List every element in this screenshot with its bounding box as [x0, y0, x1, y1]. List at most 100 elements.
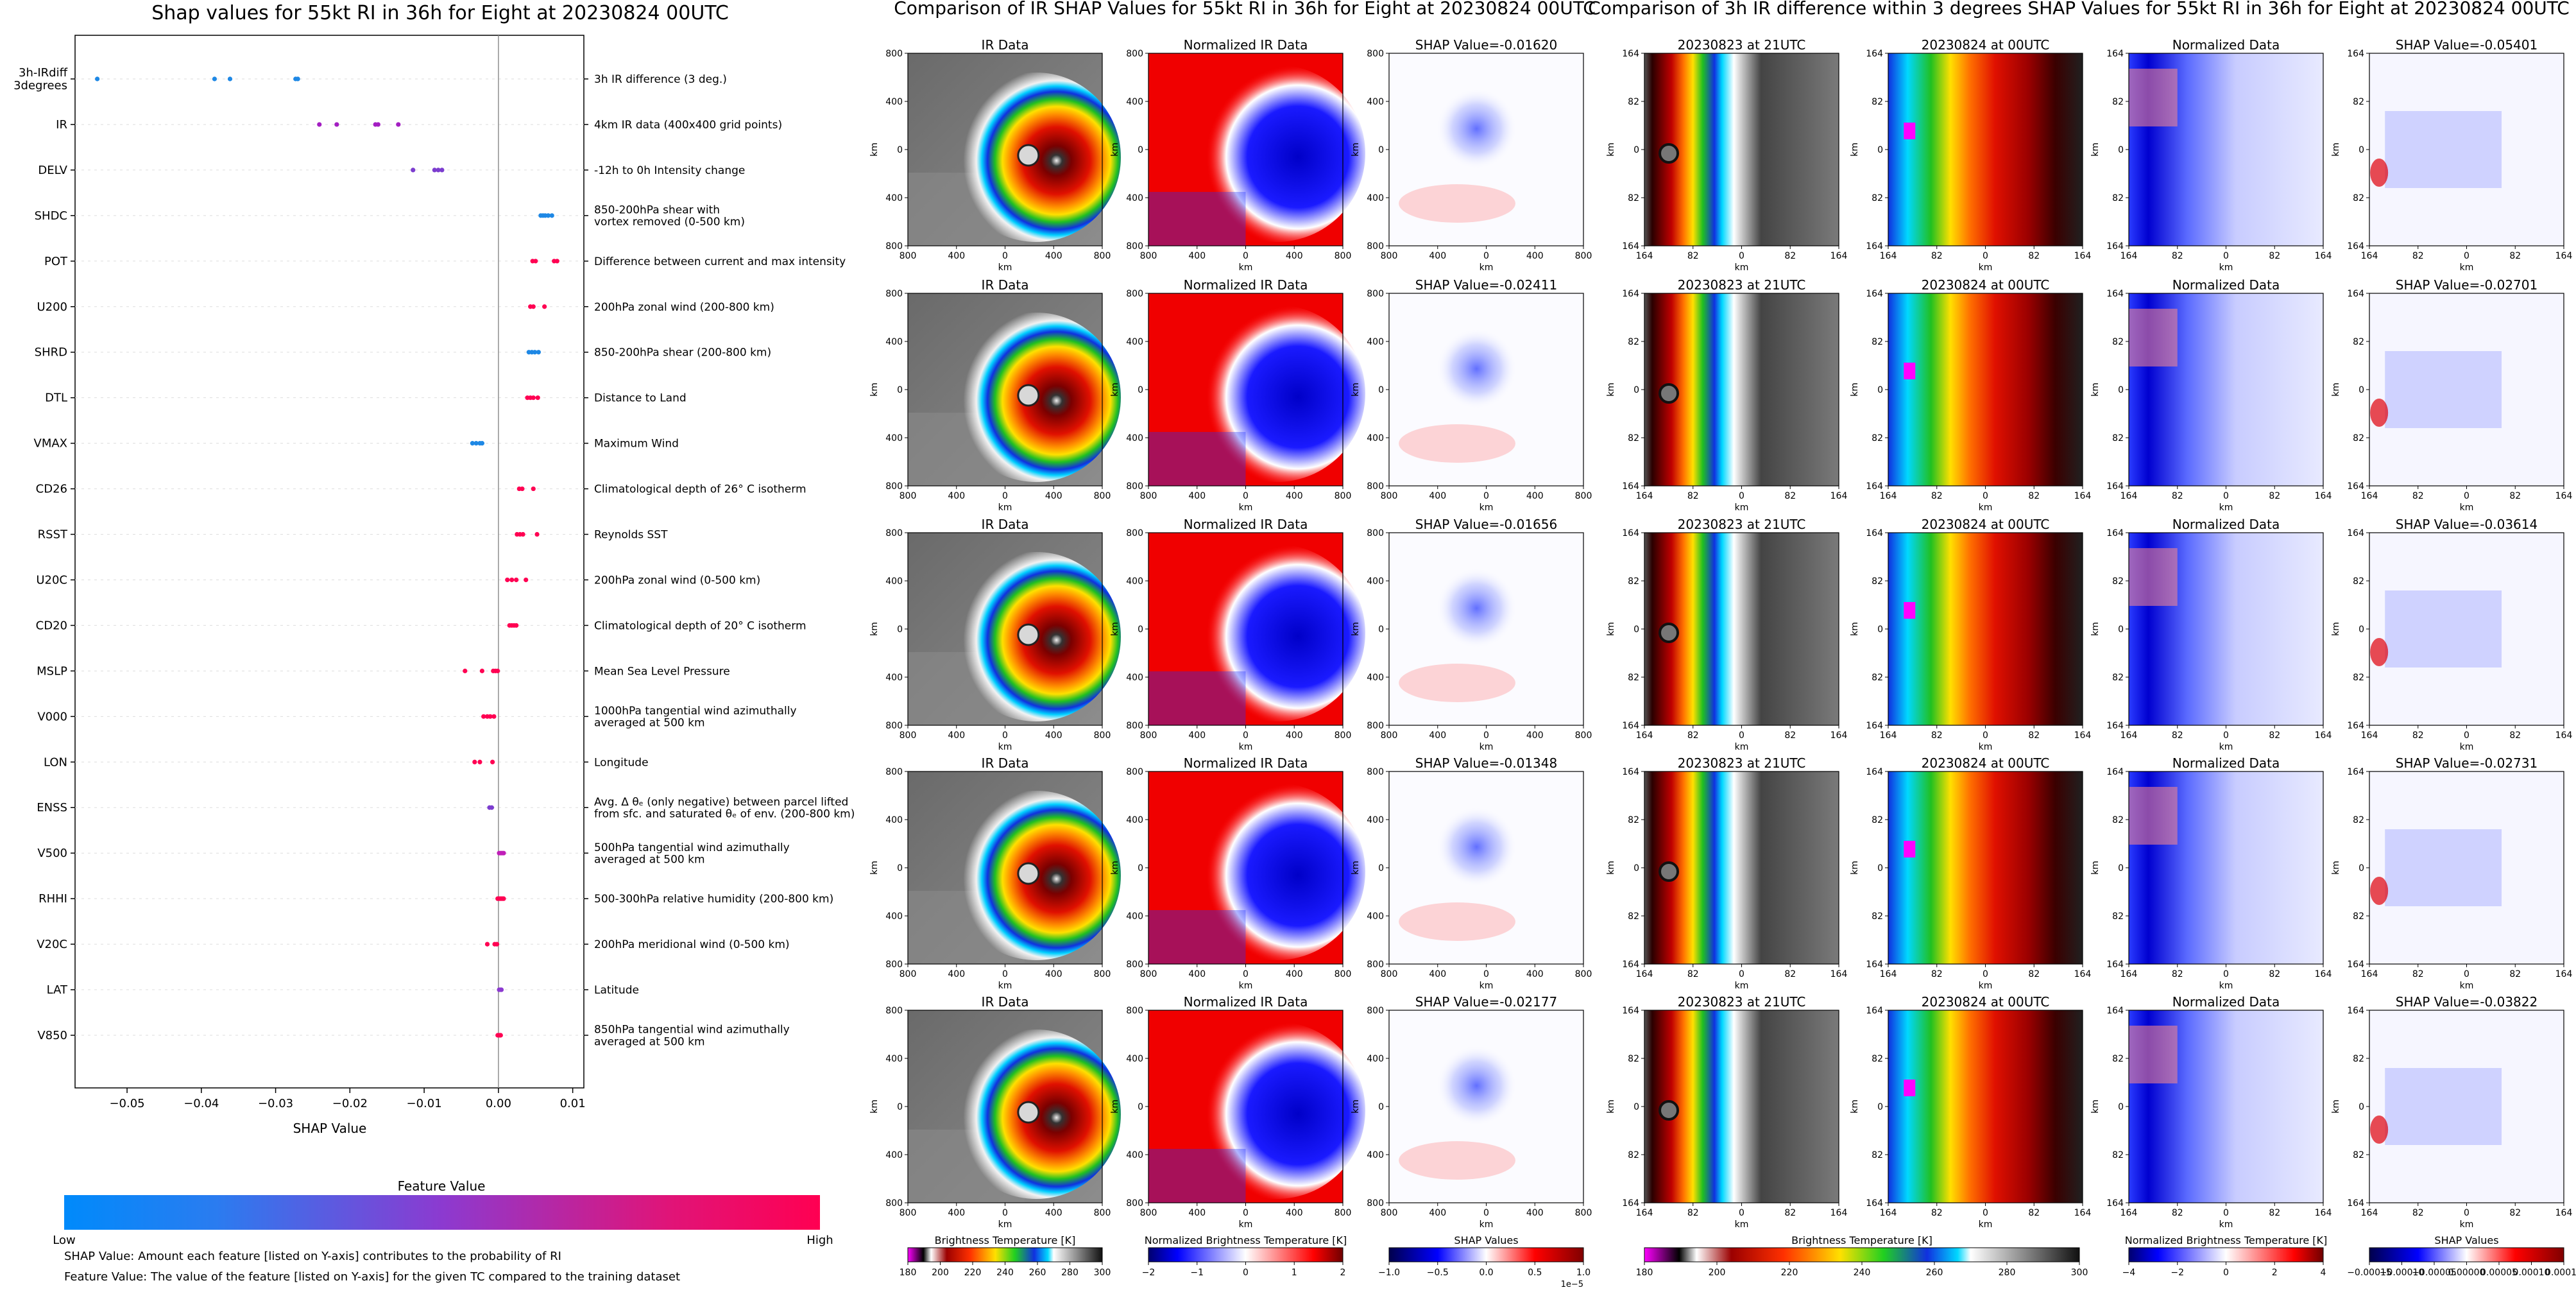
panel-y-tick-label: 0: [2358, 624, 2364, 635]
panel-y-axis-label: km: [1606, 1099, 1616, 1114]
panel-x-tick-label: 82: [1931, 491, 1943, 501]
panel-y-tick-label: 82: [1872, 1054, 1883, 1064]
panel-y-tick-label: 82: [1872, 337, 1883, 347]
colorbar-gradient: [2128, 1247, 2324, 1262]
panel-x-tick-label: 800: [1575, 969, 1592, 979]
diffnorm-red-region: [2129, 1026, 2178, 1083]
feature-labels: 3h-IRdiff 3degrees IR DELV SHDC POT U200 SHRD DT…: [13, 66, 75, 1042]
panel-y-tick-label: 82: [1872, 815, 1883, 825]
diff00-field: [1888, 771, 2083, 964]
feature-description: 200hPa zonal wind (200-800 km): [594, 301, 774, 314]
feature-description: Climatological depth of 20° C isotherm: [594, 619, 806, 632]
panel-x-tick-label: 800: [900, 491, 917, 501]
feature-label: V000: [37, 710, 67, 723]
panel-x-tick-label: 800: [1335, 1208, 1352, 1218]
panel-y-axis-label: km: [2331, 622, 2341, 636]
panel-y-tick-label: 800: [1367, 289, 1384, 299]
panel-y-tick-label: 400: [885, 911, 903, 922]
panel-x-tick-label: 82: [2412, 491, 2424, 501]
panel-x-tick-label: 82: [2509, 730, 2521, 741]
diff00-field: [1888, 53, 2083, 246]
panel-y-tick-label: 800: [885, 960, 903, 970]
panel-x-tick-label: 800: [1381, 969, 1398, 979]
panel-x-axis-label: km: [2219, 1219, 2233, 1230]
colorbar-label: SHAP Values: [1454, 1234, 1518, 1246]
panel-x-tick-label: 400: [1286, 251, 1303, 261]
shap-point: [491, 714, 497, 719]
panel-y-axis-label: km: [2090, 1099, 2101, 1114]
feature-description: Difference between current and max inten…: [594, 255, 846, 268]
panel-x-tick-label: 0: [1983, 969, 1988, 979]
panel-y-tick-label: 800: [885, 481, 903, 492]
panel-x-tick-label: 82: [1687, 969, 1699, 979]
x-tick-label: −0.05: [109, 1097, 144, 1110]
panel-x-tick-label: 82: [2412, 1208, 2424, 1218]
panel-x-tick-label: 0: [1002, 491, 1008, 501]
panel-x-tick-label: 82: [2172, 251, 2183, 261]
diffshap-negative-region: [2385, 111, 2502, 188]
panel-y-tick-label: 82: [1872, 673, 1883, 683]
panel-y-tick-label: 164: [1622, 960, 1639, 970]
feature-description: Climatological depth of 26° C isotherm: [594, 483, 806, 496]
panel-x-tick-label: 0: [1002, 969, 1008, 979]
panel-x-axis-label: km: [2219, 263, 2233, 273]
panel-y-tick-label: 82: [1872, 576, 1883, 587]
panel-y-tick-label: 82: [2112, 193, 2124, 203]
panel-y-tick-label: 164: [2106, 721, 2124, 731]
panel-x-tick-label: 82: [1931, 1208, 1943, 1218]
panel-y-tick-label: 164: [1866, 767, 1883, 777]
panel-y-tick-label: 82: [2112, 337, 2124, 347]
panel-x-tick-label: 400: [1188, 730, 1206, 741]
feature-description: Reynolds SST: [594, 529, 668, 542]
x-axis-label: SHAP Value: [293, 1121, 367, 1136]
colorbar: Brightness Temperature [K] 180 200 220 240 26…: [900, 1234, 1111, 1278]
panel-x-tick-label: 164: [2120, 1208, 2138, 1218]
panel-x-tick-label: 800: [1140, 969, 1157, 979]
norm-lower-field: [1148, 1149, 1246, 1203]
panel-x-tick-label: 0: [2223, 491, 2229, 501]
panel-x-tick-label: 800: [1381, 1208, 1398, 1218]
panel-x-tick-label: 82: [2269, 730, 2280, 741]
panel-x-tick-label: 82: [1687, 730, 1699, 741]
shap-positive-region: [1399, 1141, 1515, 1180]
panel-x-tick-label: 400: [1526, 969, 1544, 979]
panel-x-tick-label: 0: [1002, 251, 1008, 261]
norm-lower-field: [1148, 432, 1246, 486]
shap-point: [488, 714, 493, 719]
panel-y-tick-label: 82: [1628, 815, 1639, 825]
panel-x-tick-label: 164: [2315, 491, 2332, 501]
colorbar: SHAP Values−0.00015−0.00010−0.000050.000…: [2347, 1234, 2576, 1278]
panel-y-tick-label: 82: [2112, 911, 2124, 922]
panel-x-tick-label: 800: [1335, 491, 1352, 501]
diffshap-negative-region: [2385, 351, 2502, 428]
panel-x-tick-label: 82: [1784, 491, 1796, 501]
panel-x-axis-label: km: [2219, 742, 2233, 752]
colorbar: Normalized Brightness Temperature [K] −2 −…: [1142, 1234, 1347, 1278]
panel-x-tick-label: 0: [1739, 1208, 1744, 1218]
norm-lower-field: [1148, 192, 1246, 246]
panel-y-tick-label: 82: [2353, 433, 2364, 444]
panel-x-tick-label: 164: [1636, 251, 1653, 261]
feature-description: Distance to Land: [594, 392, 687, 405]
panel-title: IR Data: [982, 277, 1029, 293]
feature-label: CD26: [36, 483, 67, 496]
panel-y-tick-label: 164: [1622, 289, 1639, 299]
panel-x-tick-label: 0: [2464, 730, 2469, 741]
colorbar-label: Brightness Temperature [K]: [1791, 1234, 1932, 1246]
panel-y-axis-label: km: [1850, 1099, 1860, 1114]
panel-y-tick-label: 82: [2112, 815, 2124, 825]
panel-x-tick-label: 400: [1429, 491, 1446, 501]
colorbar-tick-label: 0.00005: [2480, 1268, 2518, 1278]
panel-y-tick-label: 82: [1628, 576, 1639, 587]
panel-x-tick-label: 0: [2223, 730, 2229, 741]
feature-label: VMAX: [34, 437, 68, 451]
panel-x-axis-label: km: [2219, 981, 2233, 991]
colorbar-tick-label: 0.0: [1479, 1268, 1493, 1278]
panel-y-tick-label: 164: [2106, 767, 2124, 777]
panel-y-tick-label: 164: [1866, 1198, 1883, 1209]
